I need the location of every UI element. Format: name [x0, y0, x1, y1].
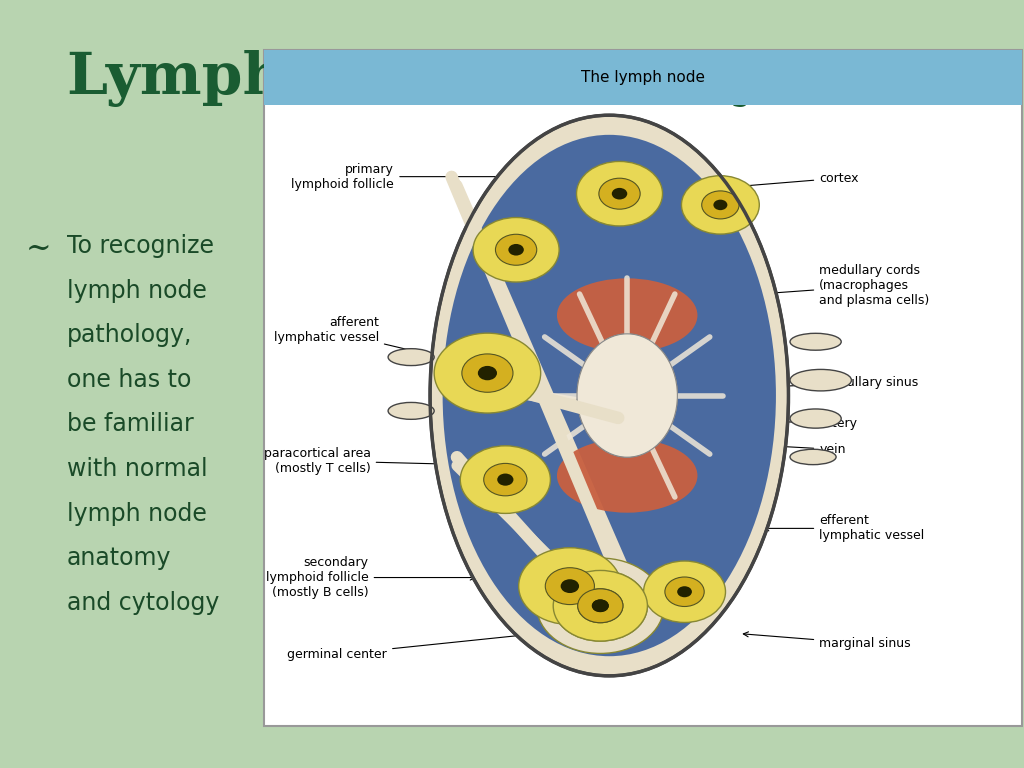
- Text: medullary sinus: medullary sinus: [750, 376, 919, 390]
- Circle shape: [643, 561, 725, 622]
- Circle shape: [483, 463, 527, 496]
- Text: with normal: with normal: [67, 457, 207, 481]
- Ellipse shape: [791, 449, 836, 465]
- Circle shape: [682, 176, 760, 234]
- Text: anatomy: anatomy: [67, 546, 171, 570]
- Text: one has to: one has to: [67, 368, 190, 392]
- Ellipse shape: [557, 278, 697, 353]
- Ellipse shape: [791, 369, 852, 391]
- Circle shape: [434, 333, 541, 413]
- Text: and cytology: and cytology: [67, 591, 219, 614]
- Circle shape: [578, 589, 623, 623]
- Ellipse shape: [577, 334, 678, 457]
- Text: artery: artery: [767, 418, 857, 430]
- Ellipse shape: [791, 409, 842, 429]
- FancyBboxPatch shape: [264, 50, 1022, 105]
- Ellipse shape: [580, 337, 675, 454]
- Ellipse shape: [388, 349, 434, 366]
- Circle shape: [473, 217, 559, 282]
- Text: cortex: cortex: [721, 172, 859, 190]
- Text: primary
lymphoid follicle: primary lymphoid follicle: [292, 163, 518, 190]
- Circle shape: [545, 568, 594, 604]
- Circle shape: [518, 548, 621, 624]
- Text: Lymph node anatomy: Lymph node anatomy: [67, 50, 764, 107]
- Ellipse shape: [577, 334, 678, 457]
- Circle shape: [553, 571, 647, 641]
- Circle shape: [508, 244, 524, 256]
- Text: pathology,: pathology,: [67, 323, 191, 347]
- FancyBboxPatch shape: [264, 50, 1022, 726]
- Circle shape: [592, 599, 609, 612]
- Text: be familiar: be familiar: [67, 412, 194, 436]
- Ellipse shape: [430, 115, 788, 676]
- Circle shape: [599, 178, 640, 209]
- Text: germinal center: germinal center: [288, 632, 534, 660]
- Circle shape: [461, 445, 551, 513]
- Ellipse shape: [442, 135, 776, 656]
- Text: lymph node: lymph node: [67, 279, 207, 303]
- Circle shape: [553, 571, 647, 641]
- Ellipse shape: [388, 402, 434, 419]
- Ellipse shape: [791, 333, 842, 350]
- Circle shape: [665, 577, 705, 607]
- Text: ~: ~: [26, 234, 51, 265]
- Text: The lymph node: The lymph node: [581, 70, 706, 85]
- Text: paracortical area
(mostly T cells): paracortical area (mostly T cells): [264, 447, 465, 475]
- Circle shape: [478, 366, 497, 380]
- Circle shape: [498, 474, 513, 485]
- Text: lymph node: lymph node: [67, 502, 207, 525]
- Circle shape: [611, 188, 628, 200]
- Text: marginal sinus: marginal sinus: [743, 632, 910, 650]
- Circle shape: [578, 589, 623, 623]
- Ellipse shape: [557, 439, 697, 513]
- Circle shape: [496, 234, 537, 265]
- Circle shape: [677, 586, 692, 598]
- Circle shape: [577, 161, 663, 226]
- Text: efferent
lymphatic vessel: efferent lymphatic vessel: [764, 515, 925, 542]
- Circle shape: [561, 579, 580, 593]
- Circle shape: [537, 558, 664, 654]
- Circle shape: [592, 599, 609, 612]
- Text: medullary cords
(macrophages
and plasma cells): medullary cords (macrophages and plasma …: [739, 264, 930, 307]
- Text: To recognize: To recognize: [67, 234, 214, 258]
- Text: secondary
lymphoid follicle
(mostly B cells): secondary lymphoid follicle (mostly B ce…: [266, 556, 475, 599]
- Text: vein: vein: [767, 443, 846, 455]
- Text: afferent
lymphatic vessel: afferent lymphatic vessel: [273, 316, 452, 361]
- Circle shape: [701, 191, 739, 219]
- Circle shape: [714, 200, 727, 210]
- Circle shape: [462, 354, 513, 392]
